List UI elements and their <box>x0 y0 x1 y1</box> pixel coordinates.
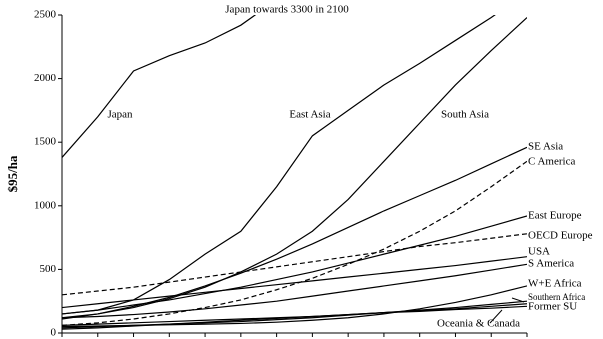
series-line <box>62 215 527 315</box>
y-tick-label: 0 <box>51 327 57 339</box>
y-tick-label: 2000 <box>34 72 57 84</box>
series-line <box>62 160 527 326</box>
series-label: Oceania & Canada <box>437 318 520 330</box>
series-line <box>62 233 527 296</box>
series-line <box>62 303 527 330</box>
y-tick-label: 500 <box>40 263 57 275</box>
y-tick-label: 2500 <box>34 9 57 21</box>
arrow <box>489 309 503 324</box>
series-label: Japan <box>107 109 133 121</box>
y-tick-label: 1500 <box>34 136 57 148</box>
y-axis-label: $95/ha <box>5 155 20 192</box>
series-line <box>62 15 496 315</box>
series-label: S America <box>528 258 574 270</box>
series-label: South Asia <box>441 109 489 121</box>
series-line <box>62 146 527 320</box>
series-line <box>62 17 527 319</box>
series-label: East Europe <box>528 210 582 222</box>
series-label: SE Asia <box>528 141 563 153</box>
series-label: East Asia <box>289 109 330 121</box>
series-label: USA <box>528 246 550 258</box>
series-label: C America <box>528 156 575 168</box>
series-label: Southern Africa <box>528 292 585 302</box>
series-label: W+E Africa <box>528 278 582 290</box>
series-label: Former SU <box>528 301 577 313</box>
series-label: OECD Europe <box>528 230 593 242</box>
y-tick-label: 1000 <box>34 199 57 211</box>
series-line <box>62 256 527 309</box>
series-line <box>62 263 527 319</box>
series-line <box>62 15 257 158</box>
annotation: Japan towards 3300 in 2100 <box>225 4 349 16</box>
